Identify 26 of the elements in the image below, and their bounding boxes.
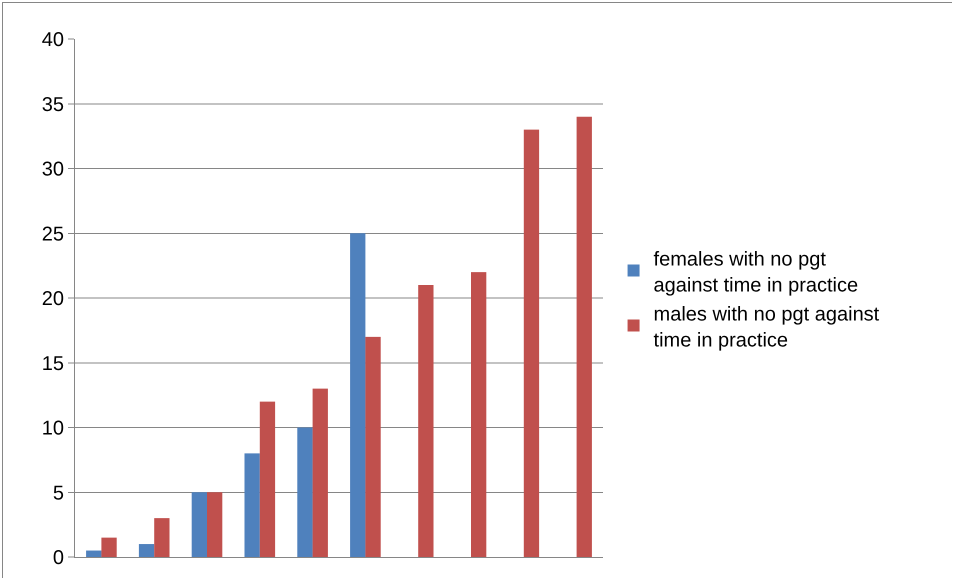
bar [576,116,592,557]
y-tick-label: 15 [42,352,64,375]
y-tick-label: 20 [42,288,64,310]
bar [365,336,381,557]
bar [312,388,328,557]
bar [524,130,540,557]
bar [350,233,366,557]
bar [260,402,276,557]
bar [138,544,154,557]
y-tick-label: 35 [42,94,64,116]
bar [101,538,117,557]
y-tick-label: 5 [52,482,64,504]
bar [192,492,207,557]
bar [418,285,434,557]
y-tick-label: 0 [52,547,64,569]
bar [154,518,170,557]
y-tick-label: 40 [42,29,64,51]
legend-label: males with no pgt against time in practice [654,303,880,352]
bar [471,272,486,557]
bar [207,492,222,557]
y-tick-label: 10 [42,418,64,440]
bar [86,550,102,557]
bar [297,428,313,557]
y-tick-label: 30 [42,158,64,180]
y-tick-label: 25 [42,223,64,246]
bar [244,453,260,557]
